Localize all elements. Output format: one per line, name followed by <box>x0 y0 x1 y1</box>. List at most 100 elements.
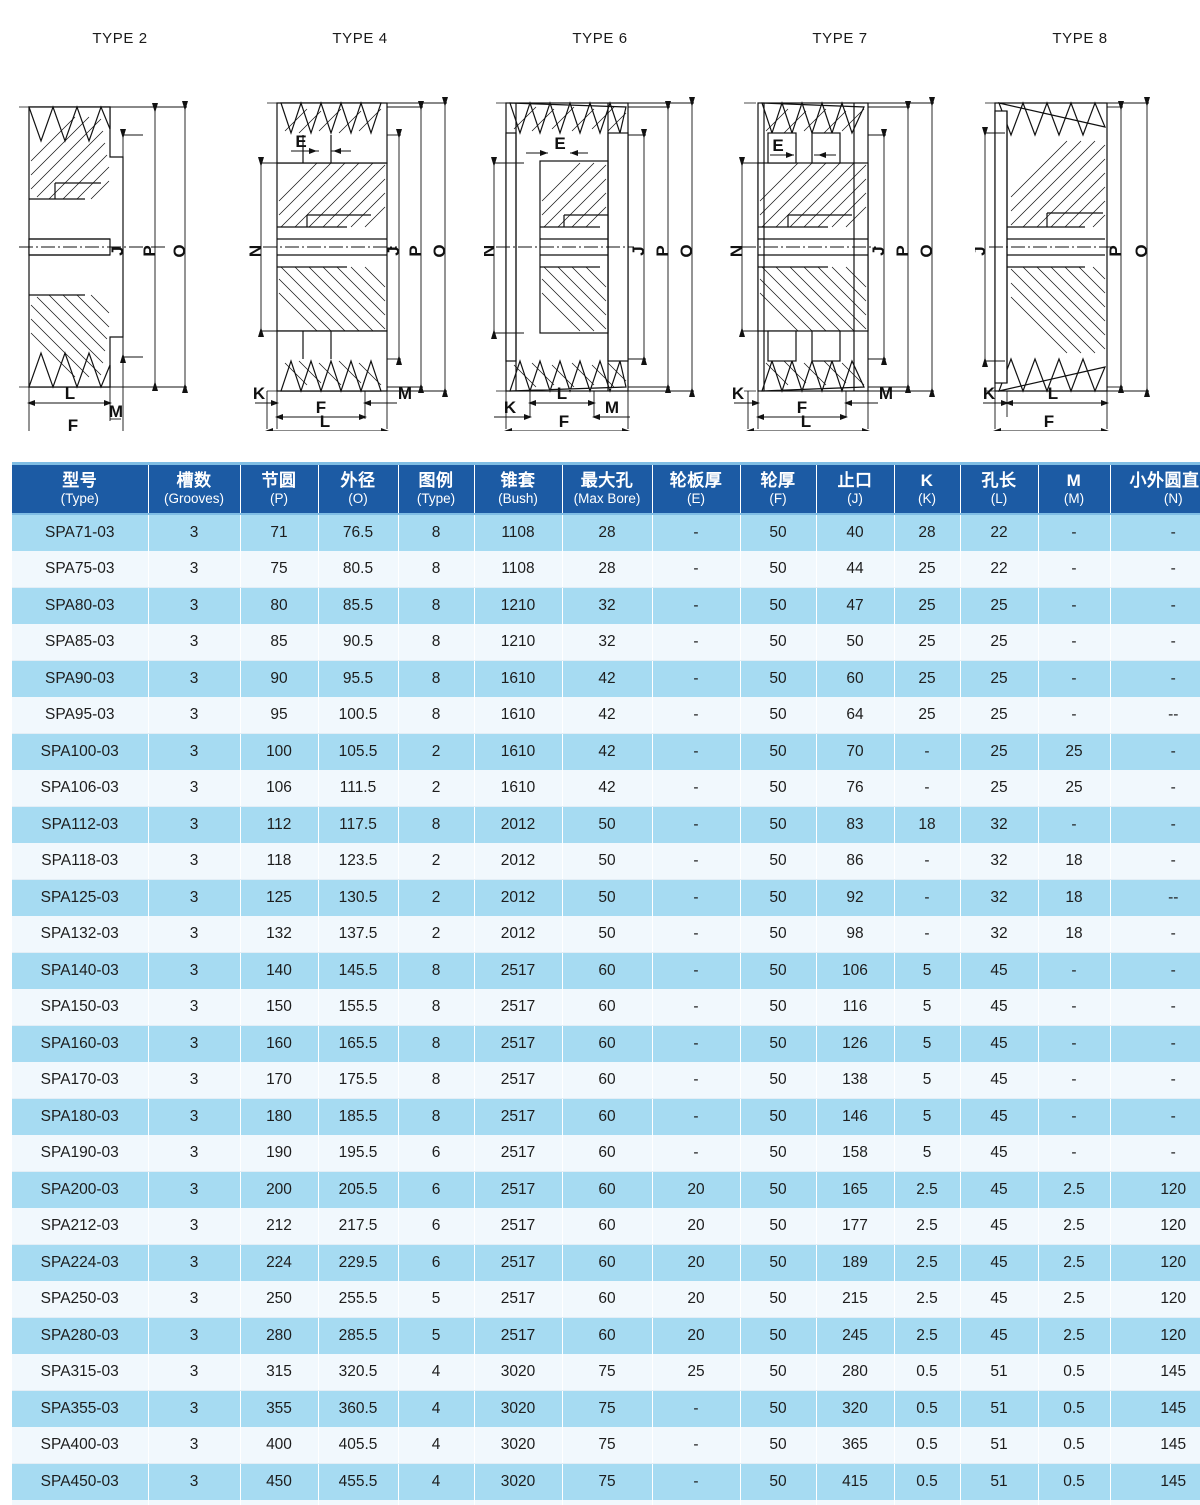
cell-type: SPA212-03 <box>12 1208 149 1246</box>
table-row: SPA355-03 3 355 360.5 4 3020 75-50 320 0.5 51 0.5 1… <box>12 1390 1200 1428</box>
cell-value: 160 <box>240 1025 319 1063</box>
cell-value: 25 <box>894 624 961 662</box>
cell-value: 50 <box>740 1244 817 1282</box>
cell-value: 3 <box>148 806 241 844</box>
cell-value: 28 <box>894 514 961 552</box>
cell-value: - <box>652 879 741 917</box>
cell-value: 0.5 <box>1038 1354 1111 1392</box>
cell-value: 0.5 <box>894 1463 961 1501</box>
cell-value: 90 <box>240 660 319 698</box>
cell-value: 98 <box>816 916 895 954</box>
cell-type: SPA150-03 <box>12 989 149 1027</box>
cell-value: 315 <box>240 1354 319 1392</box>
table-row: SPA95-03 3 95 100.5 8 1610 42-50 64 25 25- -- <box>12 697 1200 735</box>
figure-type-8: TYPE 8 <box>960 0 1200 450</box>
cell-value: 355 <box>240 1390 319 1428</box>
table-row: SPA150-03 3 150 155.5 8 2517 60-50 116 5 45- - <box>12 989 1200 1027</box>
cell-value: - <box>894 879 961 917</box>
cell-value: - <box>1110 843 1200 881</box>
cell-value: 229.5 <box>318 1244 399 1282</box>
cell-value: 92 <box>816 879 895 917</box>
figure-type-2: TYPE 2 <box>0 0 240 450</box>
cell-value: - <box>1110 1025 1200 1063</box>
dim-label-k: K <box>504 398 517 417</box>
cell-value: 132 <box>240 916 319 954</box>
dim-label-n: N <box>247 245 265 257</box>
cell-value: 205.5 <box>318 1171 399 1209</box>
cell-value: 185.5 <box>318 1098 399 1136</box>
cell-value: 100.5 <box>318 697 399 735</box>
dim-label-j: J <box>108 246 127 255</box>
cell-value: 6 <box>398 1171 475 1209</box>
cell-value: 60 <box>562 1135 653 1173</box>
cell-value: 145 <box>1110 1427 1200 1465</box>
column-header-cn: 槽数 <box>176 471 212 490</box>
cell-value: 415 <box>816 1463 895 1501</box>
cell-value: 50 <box>740 1463 817 1501</box>
cell-value: 8 <box>398 551 475 589</box>
cell-value: 6 <box>398 1244 475 1282</box>
cell-value: 2517 <box>474 1135 563 1173</box>
cell-value: - <box>1038 697 1111 735</box>
cell-value: - <box>1038 806 1111 844</box>
cell-value: - <box>1110 624 1200 662</box>
table-row: SPA132-03 3 132 137.5 2 2012 50-50 98-32 18- <box>12 916 1200 954</box>
cell-value: 5 <box>894 1098 961 1136</box>
cell-value: 25 <box>1038 733 1111 771</box>
table-header: 型号 (Type) 槽数 (Grooves) 节圆 (P) 外径 (O) 图例 (Type) 锥套(… <box>12 463 1200 516</box>
table-row: SPA80-03 3 80 85.5 8 1210 32-50 47 25 25- - <box>12 587 1200 625</box>
cell-value: 2517 <box>474 1281 563 1319</box>
cell-value: 8 <box>398 1098 475 1136</box>
column-header-en: (P) <box>270 491 288 507</box>
cell-value: 50 <box>740 1025 817 1063</box>
type-4-drawing: E N <box>247 97 449 431</box>
cell-value: - <box>652 1135 741 1173</box>
cell-value: 50 <box>740 843 817 881</box>
cell-value: 51 <box>960 1500 1039 1505</box>
cell-value: 2012 <box>474 806 563 844</box>
table-row: SPA75-03 3 75 80.5 8 1108 28-50 44 25 22- - <box>12 551 1200 589</box>
dim-label-n: N <box>484 245 498 257</box>
dim-label-o: O <box>170 244 189 257</box>
cell-value: 2012 <box>474 916 563 954</box>
cell-value: 130.5 <box>318 879 399 917</box>
cell-value: 5 <box>894 1062 961 1100</box>
cell-value: - <box>1038 587 1111 625</box>
cell-value: 405.5 <box>318 1427 399 1465</box>
cell-value: 320 <box>816 1390 895 1428</box>
cell-value: 112 <box>240 806 319 844</box>
column-header-en: (E) <box>687 491 705 507</box>
cell-value: 25 <box>652 1354 741 1392</box>
cell-value: 25 <box>960 770 1039 808</box>
cell-value: 120 <box>1110 1208 1200 1246</box>
dim-label-f: F <box>1044 412 1054 431</box>
cell-value: 5 <box>398 1281 475 1319</box>
column-header-en: (Max Bore) <box>573 491 641 507</box>
cell-value: - <box>652 1500 741 1505</box>
dim-label-k: K <box>732 384 745 403</box>
cell-value: 1610 <box>474 697 563 735</box>
column-header-en: (Type) <box>416 491 456 507</box>
cell-value: 75 <box>562 1500 653 1505</box>
cell-type: SPA200-03 <box>12 1171 149 1209</box>
dim-label-l: L <box>557 384 567 403</box>
dim-label-k: K <box>253 384 266 403</box>
cell-value: 50 <box>740 660 817 698</box>
cell-type: SPA500-03 <box>12 1500 149 1505</box>
cell-value: 60 <box>816 660 895 698</box>
column-header-cn: 图例 <box>418 471 454 490</box>
cell-value: 22 <box>960 514 1039 552</box>
cell-value: 42 <box>562 733 653 771</box>
cell-value: 2517 <box>474 989 563 1027</box>
cell-value: 177 <box>816 1208 895 1246</box>
dim-label-p: P <box>140 245 159 256</box>
cell-value: 60 <box>562 1171 653 1209</box>
column-header-cn: M <box>1066 471 1082 490</box>
specification-table-wrap: 型号 (Type) 槽数 (Grooves) 节圆 (P) 外径 (O) 图例 (Type) 锥套(… <box>12 462 1200 1505</box>
cell-value: - <box>652 843 741 881</box>
cell-value: 85 <box>240 624 319 662</box>
cell-value: 505.5 <box>318 1500 399 1505</box>
cell-value: 465 <box>816 1500 895 1505</box>
cell-value: - <box>652 1463 741 1501</box>
table-row: SPA315-03 3 315 320.5 4 3020 75 25 50 280 0.5 51 0.5… <box>12 1354 1200 1392</box>
